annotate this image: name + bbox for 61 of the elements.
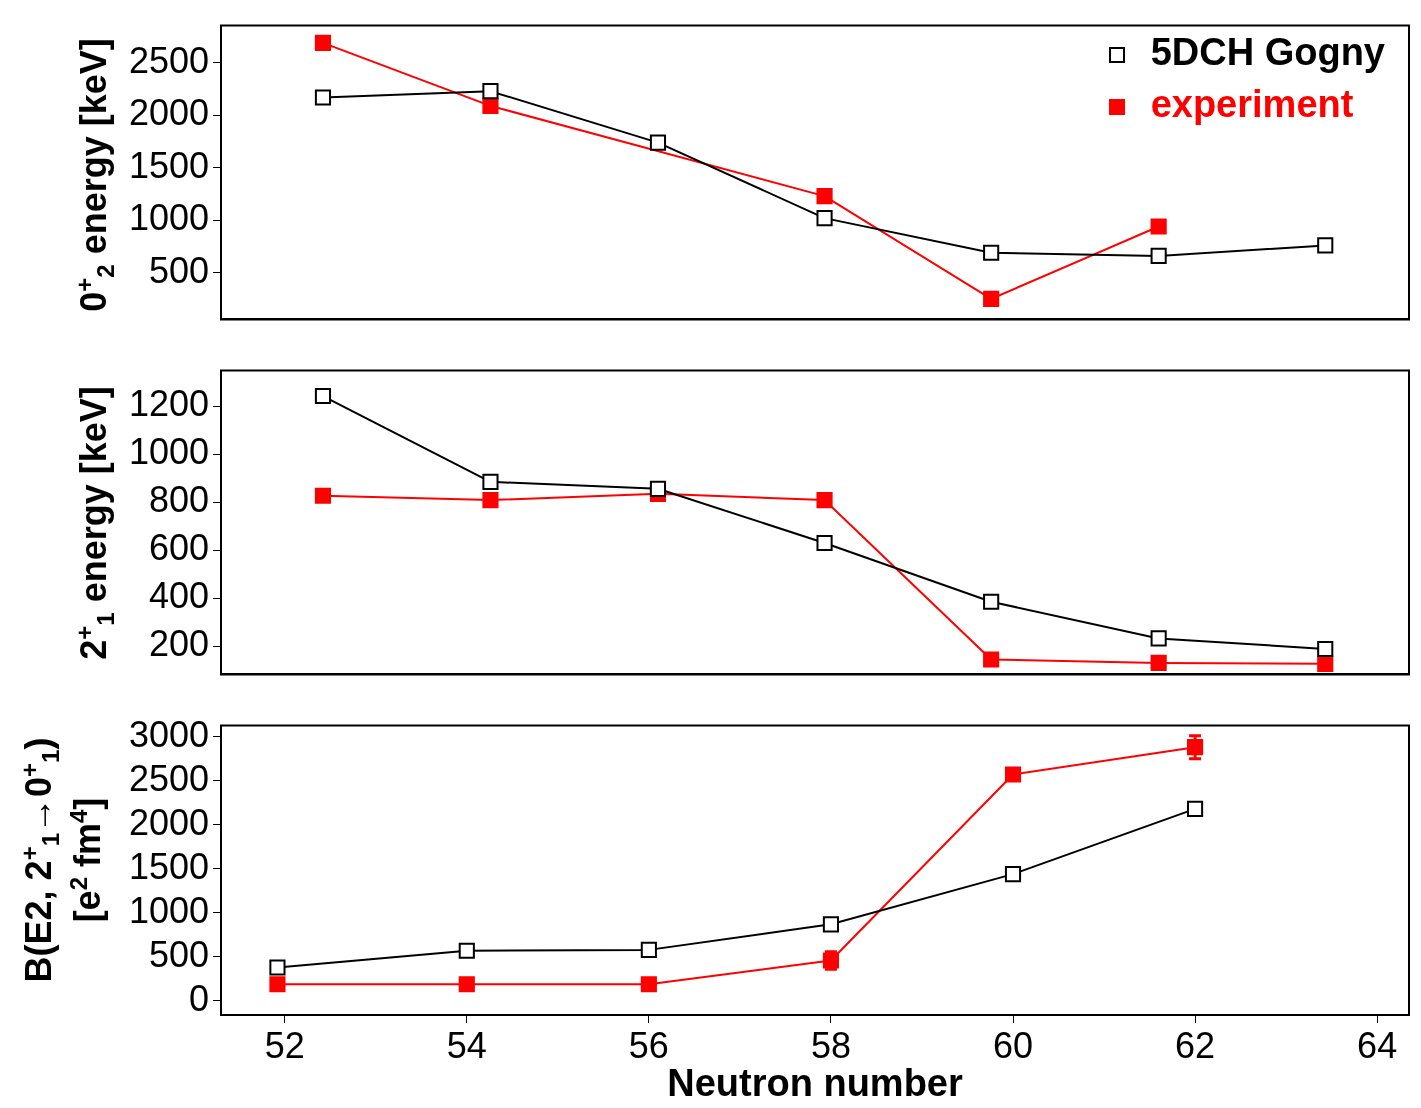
point [822,916,839,933]
y-tick-label: 400 [148,575,209,617]
point [816,534,833,552]
x-tick-label: 54 [446,1024,487,1066]
point [1317,640,1334,658]
legend-label: 5DCH Gogny [1149,30,1385,75]
point [1317,655,1334,672]
point [314,387,332,405]
point [1187,800,1204,817]
y-tick-label: 1000 [128,197,209,239]
x-tick-label: 64 [1357,1024,1398,1066]
y-tick-label: 1200 [128,383,209,425]
point [458,942,475,959]
point [1317,237,1334,254]
point [1004,866,1022,883]
point [816,188,833,205]
y-tick-label: 1500 [128,144,209,186]
point [983,593,1000,610]
x-tick-label: 52 [264,1024,305,1066]
point [649,134,667,151]
point [482,83,499,100]
y-tick-label: 2500 [128,39,209,81]
point [640,976,657,993]
y-tick-label: 800 [148,479,209,521]
point [983,244,1000,261]
x-tick-label: 60 [992,1024,1034,1066]
point [816,210,833,227]
y-tick-label: 3000 [128,713,209,755]
point [314,487,332,504]
point [314,89,332,106]
y-tick-label: 600 [148,527,209,569]
point [458,976,475,993]
point [314,34,332,51]
point [482,473,499,490]
point [816,492,833,509]
y-tick-label: 2500 [128,757,209,799]
point [1150,218,1167,235]
y-tick-label: 2000 [128,92,209,134]
y-tick-label: 200 [148,623,209,665]
y-tick-label: 1000 [128,431,209,473]
y-tick-label: 1000 [128,889,209,931]
point [1004,766,1022,783]
point [983,290,1000,308]
point [269,976,286,993]
point [1150,630,1167,647]
point [482,492,499,509]
x-tick-label: 62 [1175,1024,1216,1066]
y-tick-label: 1500 [128,845,209,887]
point [649,480,667,497]
point [640,941,657,958]
y-tick-label: 0 [188,977,209,1019]
point [269,959,286,976]
point [1150,654,1167,671]
legend-label: experiment [1149,82,1355,127]
point [1150,247,1167,264]
y-tick-label: 500 [148,249,209,291]
x-tick-label: 56 [628,1024,669,1066]
point [482,97,499,114]
y-tick-label: 500 [148,933,209,975]
point [983,651,1000,668]
y-tick-label: 2000 [128,801,209,843]
